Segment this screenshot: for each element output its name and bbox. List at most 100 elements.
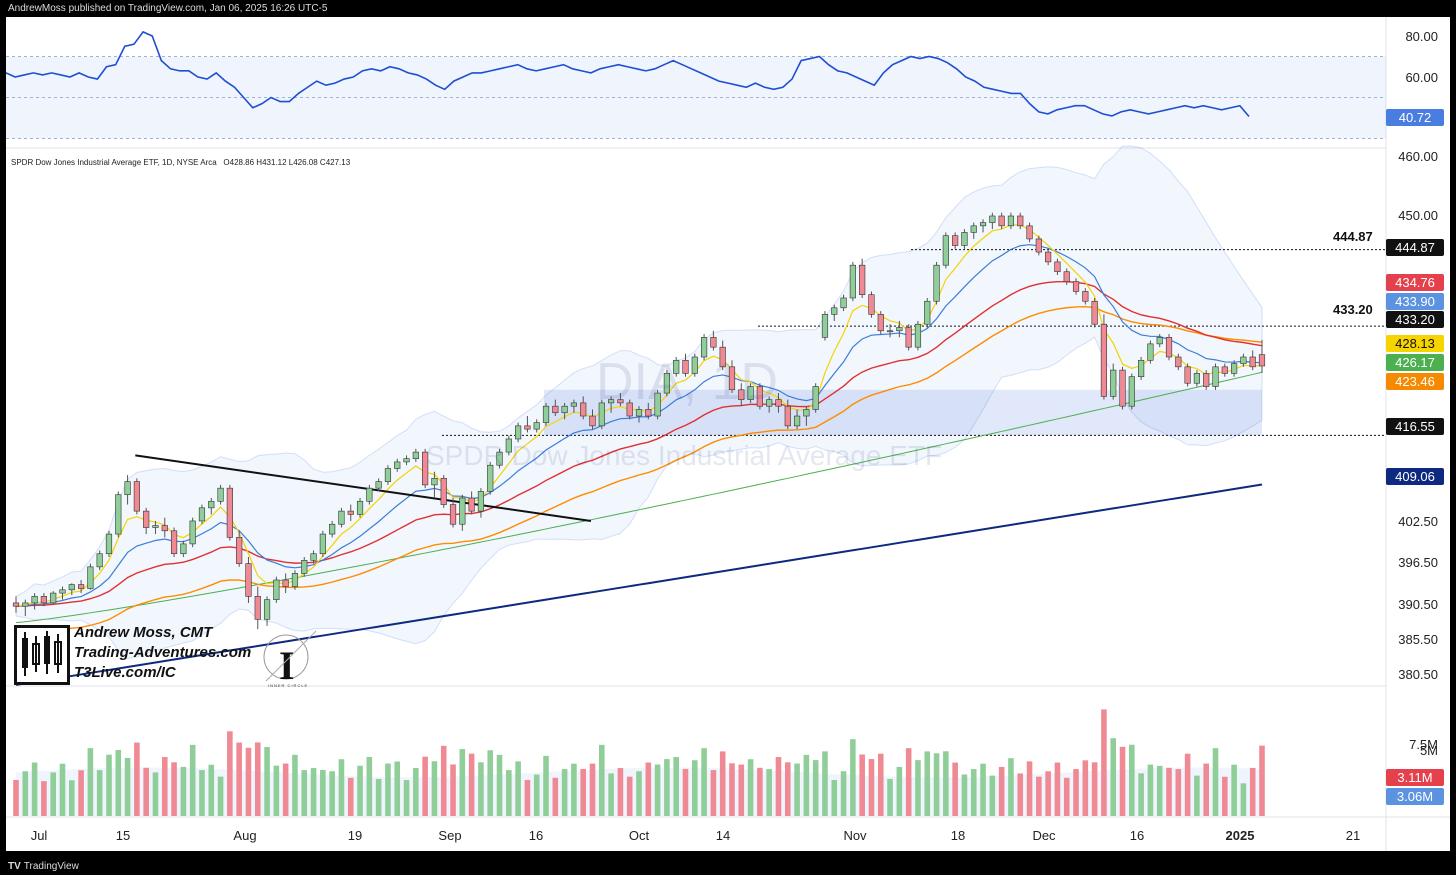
volume-bar xyxy=(422,756,428,816)
author-name: Andrew Moss, CMT xyxy=(74,624,213,641)
candle-up xyxy=(849,264,856,299)
candle-up xyxy=(598,402,605,427)
chart-canvas[interactable] xyxy=(6,17,1450,851)
candle-up xyxy=(515,425,522,440)
candle-up xyxy=(338,510,345,525)
volume-bar xyxy=(347,777,354,816)
volume-bar xyxy=(13,779,19,816)
volume-bar xyxy=(970,769,977,816)
name-watermark: SPDR Dow Jones Industrial Average ETF xyxy=(426,440,943,471)
author-ic: T3Live.com/IC xyxy=(74,664,176,681)
volume-bar xyxy=(301,770,308,816)
x-axis-label: 21 xyxy=(1345,828,1361,843)
volume-bar xyxy=(626,776,633,816)
publisher-line: AndrewMoss published on TradingView.com,… xyxy=(8,3,328,14)
volume-bar xyxy=(1082,760,1089,816)
candlestick-glyph-icon xyxy=(22,631,62,676)
volume-bar xyxy=(1249,767,1256,816)
volume-bar xyxy=(1119,746,1126,816)
candle-up xyxy=(505,438,512,453)
candle-up xyxy=(1128,376,1135,407)
chart-panel[interactable]: SPDR Dow Jones Industrial Average ETF, 1… xyxy=(6,17,1450,851)
x-axis-label: 18 xyxy=(950,828,966,843)
candle-down xyxy=(1017,215,1024,227)
volume-bar xyxy=(896,766,903,816)
candle-up xyxy=(301,560,308,574)
volume-bar xyxy=(329,771,335,816)
rsi-axis-label: 80.00 xyxy=(1405,29,1438,44)
candle-up xyxy=(477,491,485,512)
volume-bar xyxy=(1091,762,1098,816)
candle-up xyxy=(31,596,38,604)
volume-bar xyxy=(208,764,215,816)
volume-bar xyxy=(766,769,772,816)
candle-down xyxy=(1249,356,1256,368)
candle-up xyxy=(700,337,708,358)
candle-up xyxy=(961,232,968,246)
volume-bar xyxy=(589,763,596,816)
candle-up xyxy=(375,481,382,489)
candle-up xyxy=(329,523,336,535)
volume-bar xyxy=(729,763,735,816)
candle-up xyxy=(831,307,838,315)
volume-bar xyxy=(1147,764,1154,816)
candle-up xyxy=(1138,359,1145,377)
volume-bar xyxy=(143,767,149,816)
candle-up xyxy=(691,356,698,374)
x-axis-label: Dec xyxy=(1032,828,1056,843)
volume-bar xyxy=(245,747,252,816)
volume-bar xyxy=(22,771,29,816)
volume-bar xyxy=(171,762,177,816)
volume-bar xyxy=(1184,753,1191,816)
candle-up xyxy=(533,422,540,430)
x-axis-label: 19 xyxy=(347,828,363,843)
candle-down xyxy=(40,596,47,604)
candle-up xyxy=(310,553,317,561)
volume-bar xyxy=(41,781,47,816)
candle-up xyxy=(747,386,754,400)
candle-up xyxy=(608,399,615,404)
candle-down xyxy=(1035,238,1042,253)
volume-bar xyxy=(1138,773,1144,816)
volume-bar xyxy=(394,761,401,816)
candle-down xyxy=(468,497,475,512)
volume-bar xyxy=(812,760,819,816)
candle-up xyxy=(152,525,159,528)
price-axis-label: 450.00 xyxy=(1398,208,1438,223)
volume-bar xyxy=(115,749,122,816)
volume-bar xyxy=(1101,709,1107,816)
volume-bar xyxy=(189,744,196,816)
volume-bar xyxy=(952,762,958,816)
volume-bar xyxy=(859,754,865,816)
price-label-ema21: 433.90 xyxy=(1386,293,1444,310)
price-label-level: 433.20 xyxy=(1386,311,1444,328)
volume-bar xyxy=(282,763,289,816)
instrument-name: SPDR Dow Jones Industrial Average ETF, 1… xyxy=(11,158,217,167)
volume-axis-label: 7.5M xyxy=(1409,737,1438,752)
volume-bar xyxy=(682,768,689,816)
candle-down xyxy=(236,537,243,564)
candle-up xyxy=(189,520,196,545)
x-axis-label: 16 xyxy=(528,828,544,843)
candle-down xyxy=(1072,281,1080,292)
price-axis-label: 402.50 xyxy=(1398,514,1438,529)
volume-bar xyxy=(784,762,791,816)
volume-bar xyxy=(478,762,484,816)
candle-down xyxy=(78,584,85,589)
volume-bar xyxy=(1008,758,1014,816)
candlestick-logo-icon xyxy=(14,625,70,685)
x-axis-label: 16 xyxy=(1129,828,1145,843)
candle-down xyxy=(645,409,652,417)
inner-circle-caption: INNER CIRCLE xyxy=(268,683,309,688)
candle-down xyxy=(1091,300,1098,325)
volume-bar xyxy=(310,768,317,816)
volume-bar xyxy=(1036,776,1042,816)
tradingview-logo-icon[interactable]: TV xyxy=(8,861,21,872)
author-text: Andrew Moss, CMT Trading-Adventures.com … xyxy=(74,623,251,683)
candle-up xyxy=(896,327,903,332)
volume-bar xyxy=(524,779,531,816)
volume-bar xyxy=(357,765,363,816)
volume-bar xyxy=(59,763,66,816)
candle-up xyxy=(812,386,819,410)
volume-bar xyxy=(747,759,754,816)
